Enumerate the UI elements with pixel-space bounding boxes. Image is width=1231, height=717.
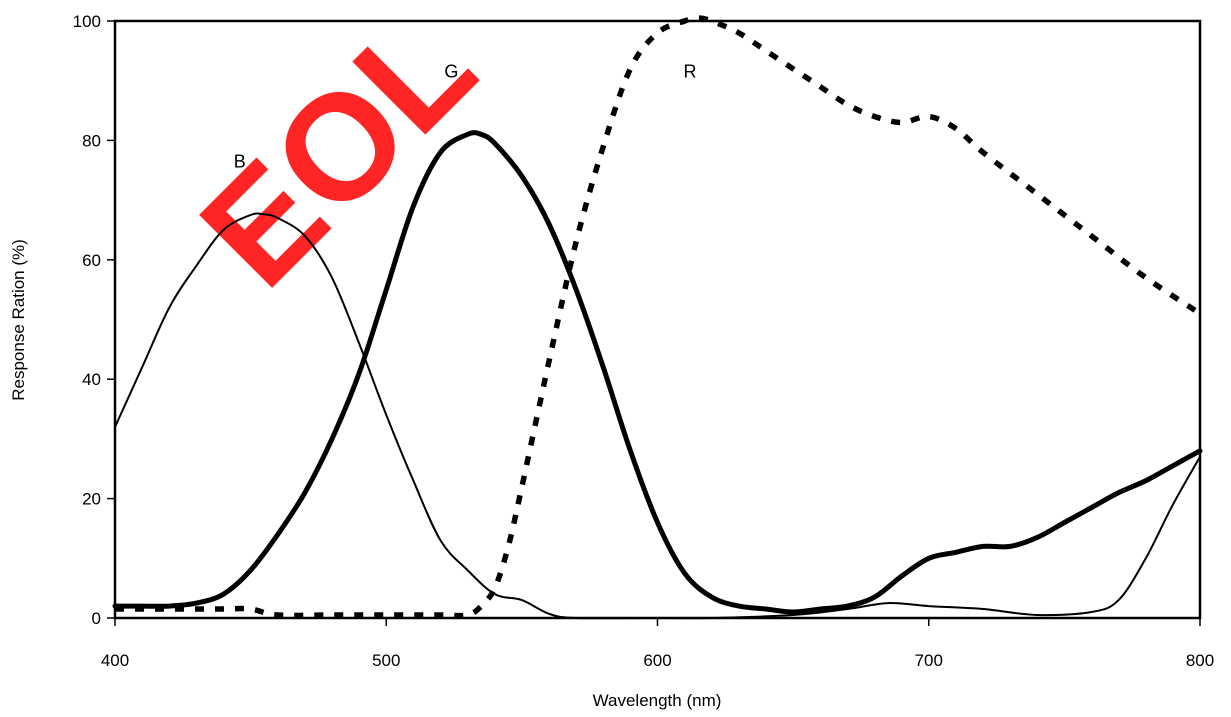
series-label-g: G: [444, 62, 458, 82]
series-b-line: [114, 212, 1201, 620]
y-tick-label-60: 60: [82, 251, 101, 270]
y-axis-title: Response Ration (%): [9, 239, 28, 401]
series-g-line: [112, 130, 1203, 615]
x-tick-label-500: 500: [372, 651, 400, 670]
y-tick-label-100: 100: [73, 12, 101, 31]
series-lines: [112, 15, 1203, 620]
x-tick-label-700: 700: [915, 651, 943, 670]
series-label-r: R: [684, 62, 697, 82]
x-tick-label-400: 400: [101, 651, 129, 670]
y-tick-label-80: 80: [82, 131, 101, 150]
series-annotations: B G R: [234, 62, 697, 172]
y-tick-label-0: 0: [92, 609, 101, 628]
axis-ticks: 400 500 600 700 800 0 20 40 60 80 100: [73, 12, 1215, 670]
x-tick-label-600: 600: [643, 651, 671, 670]
x-axis-title: Wavelength (nm): [593, 691, 722, 710]
y-tick-label-40: 40: [82, 370, 101, 389]
watermark-text: EOL: [169, 0, 506, 318]
series-label-b: B: [234, 151, 246, 171]
y-tick-label-20: 20: [82, 490, 101, 509]
series-r-line: [114, 15, 1202, 619]
watermark: EOL: [169, 0, 506, 318]
x-tick-label-800: 800: [1186, 651, 1214, 670]
